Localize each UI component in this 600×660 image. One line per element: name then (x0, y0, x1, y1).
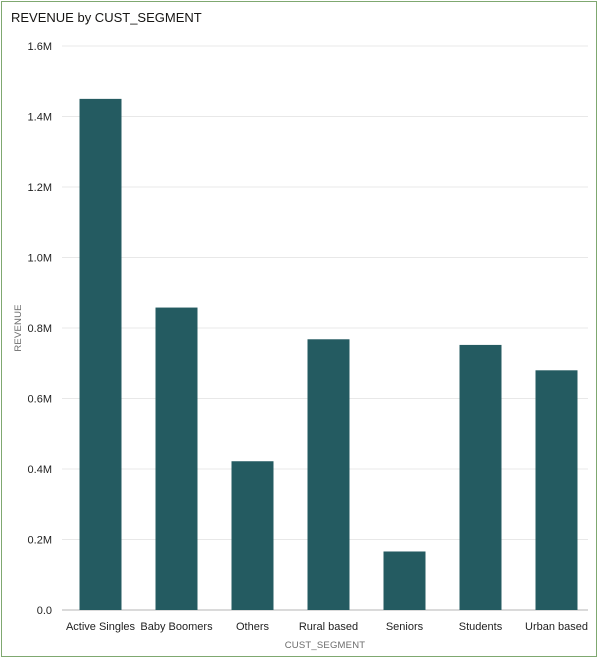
x-tick-label: Active Singles (66, 621, 136, 633)
chart-title: REVENUE by CUST_SEGMENT (11, 10, 202, 25)
y-axis-label: REVENUE (13, 304, 24, 351)
x-tick-label: Others (236, 621, 270, 633)
y-tick-label: 0.0 (37, 605, 52, 617)
x-tick-label: Students (459, 621, 503, 633)
y-tick-label: 0.8M (28, 323, 52, 335)
bar-others[interactable] (231, 461, 274, 610)
x-tick-label: Urban based (525, 621, 588, 633)
y-tick-label: 1.2M (28, 182, 52, 194)
y-tick-label: 1.6M (28, 41, 52, 53)
bar-active-singles[interactable] (79, 98, 122, 610)
y-tick-label: 0.4M (28, 464, 52, 476)
y-axis-ticks: 0.0 0.2M 0.4M 0.6M 0.8M 1.0M 1.2M 1.4M 1.6M (28, 41, 52, 617)
x-axis-label: CUST_SEGMENT (285, 640, 366, 651)
x-tick-label: Rural based (299, 621, 358, 633)
y-tick-label: 0.6M (28, 394, 52, 406)
x-tick-label: Baby Boomers (140, 621, 213, 633)
bar-baby-boomers[interactable] (155, 307, 198, 610)
bars (79, 98, 578, 610)
bar-seniors[interactable] (383, 551, 426, 610)
y-tick-label: 0.2M (28, 535, 52, 547)
bar-rural-based[interactable] (307, 339, 350, 610)
bar-students[interactable] (459, 344, 502, 610)
y-tick-label: 1.4M (28, 112, 52, 124)
x-tick-label: Seniors (386, 621, 424, 633)
y-tick-label: 1.0M (28, 253, 52, 265)
bar-urban-based[interactable] (535, 370, 578, 610)
x-axis-ticks: Active Singles Baby Boomers Others Rural ba… (66, 621, 588, 633)
